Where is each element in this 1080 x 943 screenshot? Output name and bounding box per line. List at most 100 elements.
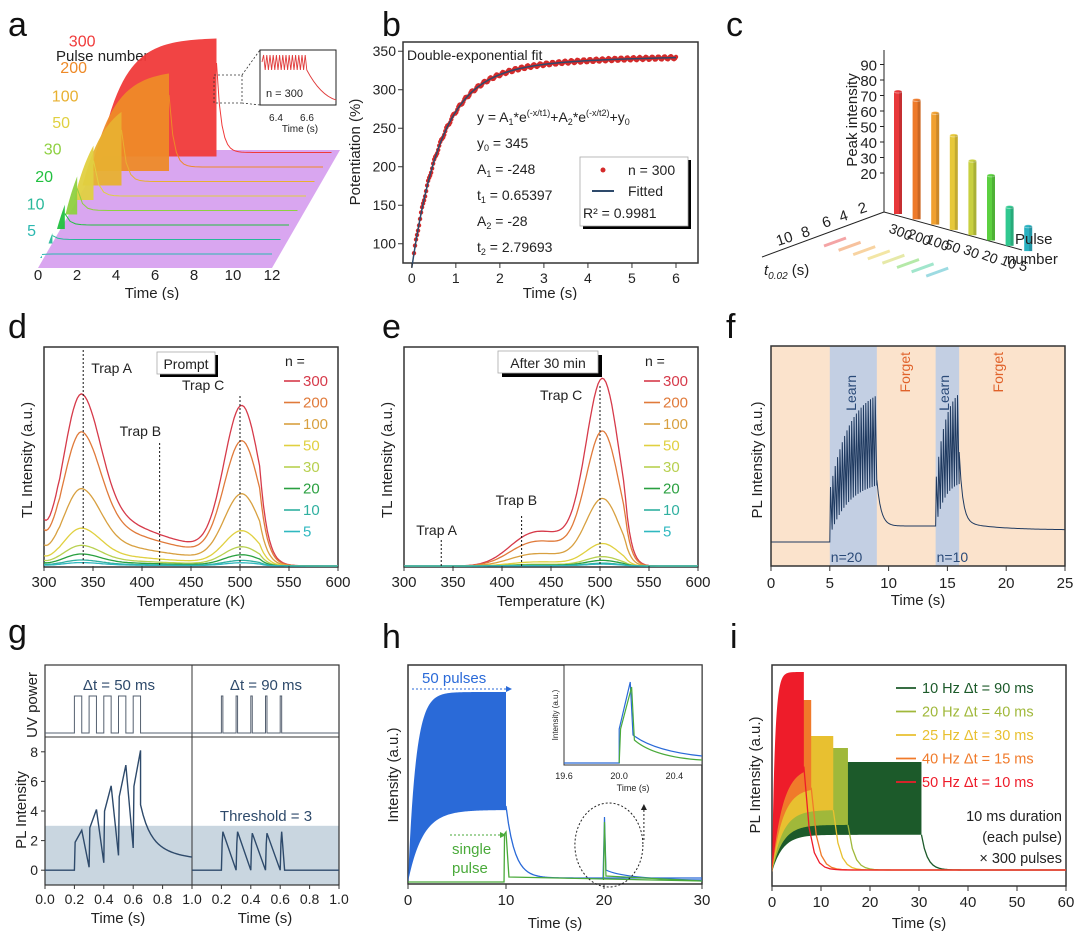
g-xtick-1-0.8: 0.8: [300, 891, 320, 907]
g-pulse-label-1: Δt = 90 ms: [230, 677, 302, 694]
inset-h-green: [618, 686, 703, 764]
chart-d: Trap A Trap B Trap C Prompt n = 300 200 100 50…: [19, 346, 351, 610]
pulse-label-50: 50: [52, 115, 70, 132]
h-xtick-30: 30: [694, 892, 711, 909]
c-ytick-20: 20: [860, 166, 877, 183]
b-xtick-3: 3: [540, 270, 548, 286]
b-xtick-4: 4: [584, 270, 592, 286]
decay-line-20: [64, 213, 289, 226]
c-xtick-30: 30: [961, 241, 982, 262]
e-legend-label-300: 300: [663, 373, 688, 390]
g-xtick-1-0.2: 0.2: [212, 891, 232, 907]
g-xtick-0-1.0: 1.0: [182, 891, 202, 907]
e-legend-label-5: 5: [663, 524, 671, 541]
h-inset-xlabel: Time (s): [617, 783, 650, 793]
i-xtick-40: 40: [960, 894, 977, 911]
i-legend-label-0: 10 Hz Δt = 90 ms: [922, 681, 1034, 697]
c-ztick-10: 10: [774, 228, 795, 249]
g-xtick-0-0.2: 0.2: [65, 891, 85, 907]
decay-line-100: [121, 129, 315, 182]
d-xtick-600: 600: [325, 574, 350, 591]
zoom-circle: [574, 802, 644, 888]
chart-g-top-ylabel: UV power: [24, 672, 41, 738]
pulse-label-5: 5: [27, 223, 36, 240]
legend-r2: R² = 0.9981: [583, 205, 657, 221]
inset-h-blue: [564, 681, 703, 764]
g-ytick-2: 2: [30, 833, 38, 849]
chart-d-title: Prompt: [163, 356, 208, 372]
g-xtick-0-0.4: 0.4: [94, 891, 114, 907]
g-pulse-label-0: Δt = 50 ms: [83, 677, 155, 694]
chart-g-xlabel-left: Time (s): [91, 910, 145, 927]
i-xtick-50: 50: [1009, 894, 1026, 911]
d-legend-label-10: 10: [303, 502, 320, 519]
chart-a-inset: n = 300 6.4 6.6 Time (s): [213, 49, 337, 135]
bar-shadow-30: [881, 253, 905, 265]
a-xtick-8: 8: [190, 267, 198, 284]
i-xtick-30: 30: [911, 894, 928, 911]
e-legend-label-50: 50: [663, 438, 680, 455]
g-ytick-4: 4: [30, 803, 38, 819]
f-xtick-5: 5: [826, 575, 834, 592]
c-ztick-8: 8: [799, 223, 812, 242]
g-ytick-0: 0: [30, 862, 38, 878]
bar-100: [931, 113, 940, 225]
bar-cap-5: [1023, 224, 1033, 229]
chart-b-title: Double-exponential fit: [407, 47, 543, 63]
chart-i: 10 Hz Δt = 90 ms 20 Hz Δt = 40 ms 25 Hz Δt…: [747, 664, 1074, 932]
chart-a-xlabel: Time (s): [125, 285, 179, 300]
bar-shadow-300: [823, 236, 847, 248]
c-ztick-4: 4: [837, 207, 850, 226]
pl-trace-0: [45, 750, 193, 871]
panel-label-a: a: [8, 6, 27, 44]
fit-param-2: t1 = 0.65397: [477, 187, 553, 205]
pulse-label-300: 300: [69, 34, 96, 51]
panel-label-f: f: [726, 308, 736, 346]
panel-label-c: c: [726, 6, 743, 44]
d-xtick-500: 500: [227, 574, 252, 591]
decay-line-300: [216, 62, 332, 153]
b-ytick-100: 100: [373, 236, 397, 252]
c-ztick-2: 2: [856, 199, 869, 218]
i-legend-label-2: 25 Hz Δt = 30 ms: [922, 728, 1034, 744]
d-xtick-400: 400: [129, 574, 154, 591]
decay-4: [803, 766, 1066, 871]
chart-f-ylabel: PL Intensity (a.u.): [749, 401, 766, 518]
d-xtick-450: 450: [178, 574, 203, 591]
chart-h: 50 pulses single pulse 19.6 20.0 20.4 Time (s)…: [385, 664, 711, 932]
pulse-area-5: [40, 254, 42, 258]
bar-shadow-50: [867, 249, 891, 261]
chart-g-ylabel: PL Intensity: [13, 771, 30, 849]
learn-label-0: Learn: [843, 375, 859, 411]
c-ytick-90: 90: [860, 58, 877, 75]
decay-line-10: [52, 235, 281, 240]
a-xtick-4: 4: [112, 267, 120, 284]
c-xtick-10: 10: [998, 252, 1019, 273]
decay-line-30: [76, 188, 298, 211]
chart-a-title: Pulse number: [56, 48, 149, 65]
trap-label-1: Trap B: [120, 423, 162, 439]
h-xtick-20: 20: [596, 892, 613, 909]
chart-g-xlabel-right: Time (s): [238, 910, 292, 927]
bar-30: [968, 160, 977, 236]
chart-d-title-box: Prompt: [156, 351, 218, 377]
bar-50: [949, 135, 958, 230]
fitted-curve: [411, 56, 677, 268]
i-note-line-1: (each pulse): [982, 830, 1062, 846]
chart-e-xlabel: Temperature (K): [497, 593, 605, 610]
c-ytick-40: 40: [860, 135, 877, 152]
learn-label-2: Learn: [936, 375, 952, 411]
c-ytick-80: 80: [860, 73, 877, 90]
uv-pulse-train-1: [192, 695, 339, 734]
i-legend-label-3: 40 Hz Δt = 15 ms: [922, 752, 1034, 768]
c-ytick-60: 60: [860, 104, 877, 121]
pulse-area-30: [65, 176, 78, 215]
b-xtick-0: 0: [408, 270, 416, 286]
i-legend-label-1: 20 Hz Δt = 40 ms: [922, 705, 1034, 721]
chart-b-legend: n = 300 Fitted R² = 0.9981: [579, 156, 691, 229]
pulse-label-10: 10: [27, 197, 45, 214]
decay-line-5: [41, 253, 272, 255]
chart-b-ylabel: Potentiation (%): [347, 99, 364, 206]
fifty-pulse-envelope: [408, 692, 506, 882]
